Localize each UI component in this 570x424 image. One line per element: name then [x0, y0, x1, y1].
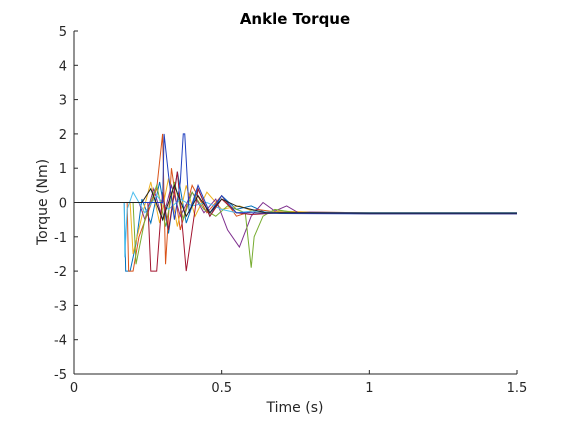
- series-line: [74, 133, 517, 220]
- x-tick-label: 0: [70, 381, 78, 396]
- y-tick-label: 1: [59, 162, 67, 177]
- x-tick-label: 1.5: [507, 381, 528, 396]
- y-tick-label: 2: [59, 128, 67, 143]
- series-line: [74, 183, 517, 222]
- y-tick-label: -1: [54, 231, 67, 246]
- chart-title: Ankle Torque: [240, 10, 350, 28]
- y-tick-label: -4: [54, 334, 67, 349]
- series-layer: [74, 133, 517, 272]
- y-axis-title: Torque (Nm): [35, 159, 51, 246]
- series-line: [74, 171, 517, 272]
- x-axis-title: Time (s): [266, 400, 324, 416]
- series-line: [74, 183, 517, 249]
- x-tick-label: 0.5: [211, 381, 232, 396]
- y-tick-label: 4: [59, 59, 67, 74]
- y-tick-label: -2: [54, 265, 67, 280]
- x-tick-label: 1: [365, 381, 373, 396]
- y-tick-label: 3: [59, 94, 67, 109]
- y-tick-label: 5: [59, 25, 67, 40]
- y-tick-label: 0: [59, 197, 67, 212]
- y-tick-label: -5: [54, 368, 67, 383]
- ticks-layer: 0 0.5 1 1.5 -5 -4 -3 -2 -1 0 1 2 3 4 5: [54, 25, 527, 396]
- y-tick-label: -3: [54, 299, 67, 314]
